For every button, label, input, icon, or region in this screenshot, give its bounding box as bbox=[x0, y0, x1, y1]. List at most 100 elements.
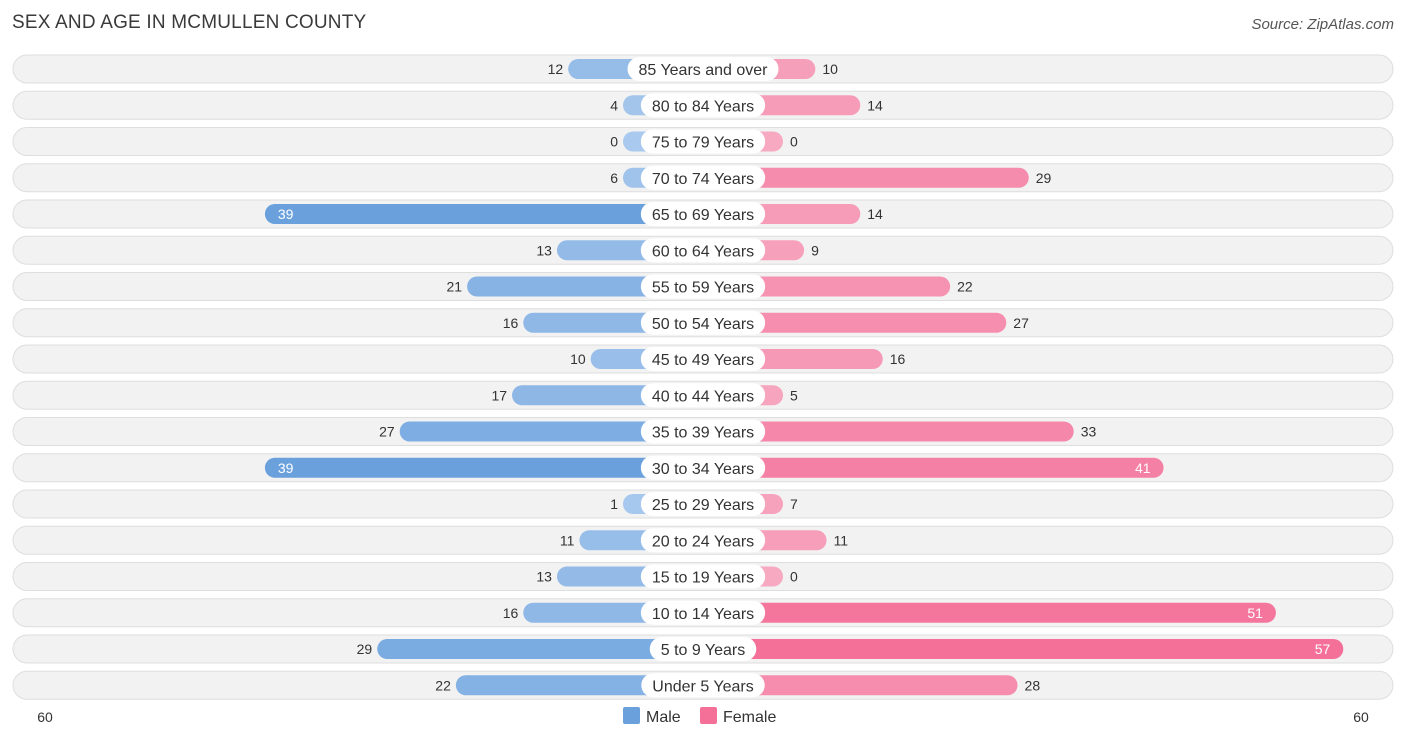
legend-label-male: Male bbox=[646, 709, 681, 726]
category-label: Under 5 Years bbox=[652, 678, 753, 695]
legend-swatch-female bbox=[700, 707, 717, 724]
value-label-male: 29 bbox=[357, 641, 373, 657]
legend: Male Female bbox=[623, 707, 776, 726]
value-label-female: 22 bbox=[957, 279, 973, 295]
category-label-pill bbox=[640, 310, 766, 335]
legend-label-female: Female bbox=[723, 709, 776, 726]
value-label-male: 22 bbox=[435, 677, 451, 693]
chart-row: 12 10 85 Years and over bbox=[12, 54, 1394, 84]
value-label-male: 16 bbox=[503, 605, 519, 621]
chart-row: 4 14 80 to 84 Years bbox=[12, 90, 1394, 120]
bar-female bbox=[703, 457, 1164, 478]
category-label: 25 to 29 Years bbox=[652, 497, 754, 514]
category-label-pill bbox=[640, 238, 766, 263]
category-label: 45 to 49 Years bbox=[652, 352, 754, 369]
bar-female bbox=[703, 312, 1007, 333]
category-label: 85 Years and over bbox=[639, 62, 769, 79]
chart-row: 27 33 35 to 39 Years bbox=[12, 417, 1394, 446]
category-label-pill bbox=[640, 455, 766, 480]
category-label: 60 to 64 Years bbox=[652, 243, 754, 260]
value-label-male: 27 bbox=[379, 424, 395, 440]
value-label-male: 21 bbox=[447, 279, 463, 295]
chart-row: 11 11 20 to 24 Years bbox=[12, 525, 1394, 555]
category-label-pill bbox=[640, 129, 766, 154]
value-label-female: 0 bbox=[790, 134, 798, 150]
category-label-pill bbox=[640, 383, 766, 408]
chart-row: 6 29 70 to 74 Years bbox=[12, 163, 1394, 193]
category-label-pill bbox=[627, 57, 779, 81]
chart-row: 39 41 30 to 34 Years bbox=[12, 453, 1394, 483]
value-label-female: 33 bbox=[1081, 424, 1097, 440]
value-label-female: 5 bbox=[790, 387, 798, 403]
category-label-pill bbox=[640, 564, 766, 589]
category-label: 75 to 79 Years bbox=[652, 135, 754, 152]
category-label-pill bbox=[640, 274, 766, 299]
bar-female bbox=[703, 675, 1018, 696]
category-label: 65 to 69 Years bbox=[652, 207, 754, 224]
category-label-pill bbox=[640, 93, 766, 118]
value-label-female: 14 bbox=[867, 97, 883, 113]
category-label: 70 to 74 Years bbox=[652, 171, 754, 188]
bar-male bbox=[455, 675, 703, 696]
category-label: 35 to 39 Years bbox=[652, 425, 754, 442]
legend-swatch-male bbox=[623, 707, 640, 724]
value-label-female: 41 bbox=[1135, 460, 1151, 476]
chart-row: 16 27 50 to 54 Years bbox=[12, 308, 1394, 338]
category-label: 30 to 34 Years bbox=[652, 461, 754, 478]
chart-row: 0 0 75 to 79 Years bbox=[12, 127, 1394, 156]
category-label-pill bbox=[640, 492, 766, 516]
axis-left-label: 60 bbox=[37, 709, 53, 725]
category-label-pill bbox=[640, 600, 766, 625]
bar-female bbox=[703, 639, 1344, 659]
value-label-male: 17 bbox=[491, 387, 507, 403]
value-label-male: 10 bbox=[570, 351, 586, 367]
category-label-pill bbox=[640, 419, 766, 444]
value-label-male: 11 bbox=[560, 532, 575, 548]
value-label-female: 14 bbox=[867, 206, 883, 222]
value-label-female: 9 bbox=[811, 242, 819, 258]
category-label-pill bbox=[640, 202, 766, 226]
axis-right-label: 60 bbox=[1353, 709, 1369, 725]
value-label-male: 12 bbox=[548, 61, 564, 77]
value-label-female: 28 bbox=[1025, 677, 1041, 693]
bar-female bbox=[703, 602, 1276, 623]
chart-row: 39 14 65 to 69 Years bbox=[12, 199, 1394, 229]
bar-male bbox=[264, 204, 703, 224]
chart-row: 10 16 45 to 49 Years bbox=[12, 344, 1394, 374]
category-label: 10 to 14 Years bbox=[652, 606, 754, 623]
value-label-male: 16 bbox=[503, 315, 519, 331]
bar-female bbox=[703, 167, 1029, 188]
value-label-female: 27 bbox=[1013, 315, 1029, 331]
chart-row: 29 57 5 to 9 Years bbox=[12, 634, 1394, 664]
value-label-female: 51 bbox=[1247, 605, 1263, 621]
chart-row: 17 5 40 to 44 Years bbox=[12, 380, 1394, 410]
category-label-pill bbox=[641, 673, 765, 698]
value-label-female: 11 bbox=[834, 532, 849, 548]
value-label-female: 0 bbox=[790, 569, 798, 585]
category-label: 5 to 9 Years bbox=[661, 642, 746, 659]
chart-row: 22 28 Under 5 Years bbox=[12, 670, 1394, 700]
bar-male bbox=[399, 421, 703, 442]
bar-male bbox=[377, 639, 703, 659]
category-label-pill bbox=[649, 637, 757, 661]
chart-row: 13 9 60 to 64 Years bbox=[12, 235, 1394, 265]
value-label-male: 0 bbox=[610, 134, 618, 150]
chart-row: 21 22 55 to 59 Years bbox=[12, 272, 1394, 301]
value-label-female: 57 bbox=[1315, 641, 1331, 657]
bar-female bbox=[703, 276, 951, 297]
category-label-pill bbox=[640, 528, 766, 553]
category-label: 55 to 59 Years bbox=[652, 280, 754, 297]
value-label-male: 4 bbox=[610, 97, 618, 113]
chart-row: 1 7 25 to 29 Years bbox=[12, 489, 1394, 519]
bar-female bbox=[703, 421, 1074, 442]
value-label-male: 13 bbox=[536, 242, 552, 258]
value-label-male: 39 bbox=[278, 206, 294, 222]
source-label: Source: ZipAtlas.com bbox=[1251, 16, 1394, 33]
category-label-pill bbox=[640, 347, 766, 371]
value-label-female: 29 bbox=[1036, 170, 1052, 186]
category-label: 80 to 84 Years bbox=[652, 98, 754, 115]
chart-title: SEX AND AGE IN MCMULLEN COUNTY bbox=[12, 12, 367, 33]
category-label: 50 to 54 Years bbox=[652, 316, 754, 333]
category-label-pill bbox=[640, 165, 766, 190]
chart-row: 13 0 15 to 19 Years bbox=[12, 562, 1394, 591]
